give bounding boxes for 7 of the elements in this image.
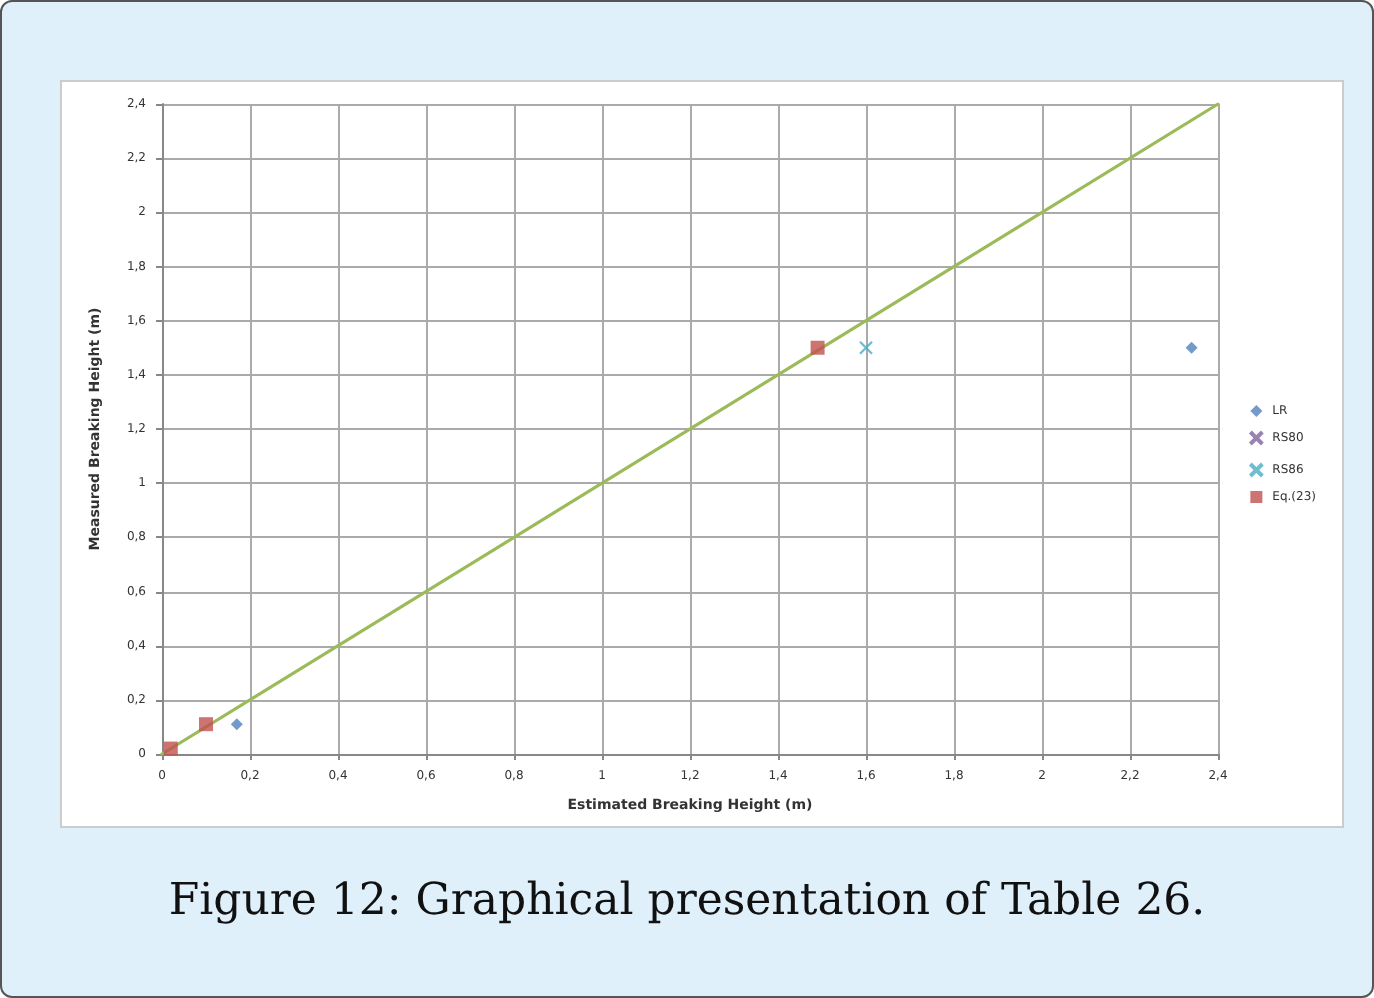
point [810,340,825,355]
point [858,340,874,355]
point [1185,341,1198,354]
point [163,741,178,756]
caption: Figure 12: Graphical presentation of Table 26. [166,876,1208,926]
point [230,718,243,731]
point [199,717,213,732]
